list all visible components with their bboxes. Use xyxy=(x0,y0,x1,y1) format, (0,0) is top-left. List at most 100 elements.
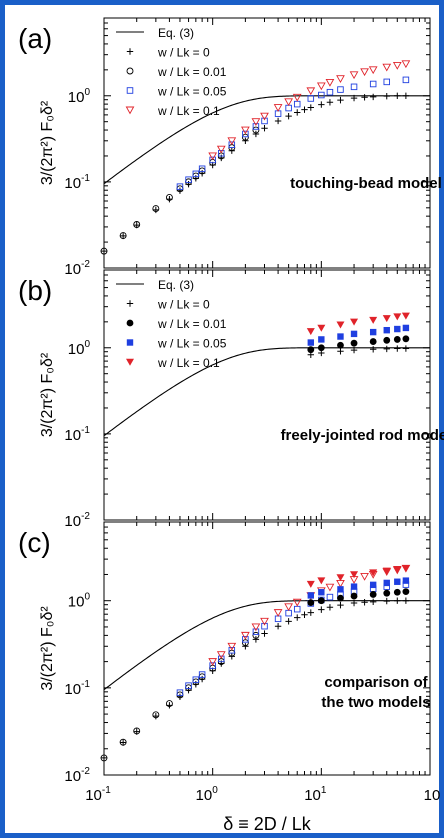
panel-1-series-1-point xyxy=(242,137,249,144)
panel-3-panel-label: (c) xyxy=(18,527,51,558)
panel-3-series-2-point xyxy=(152,711,160,719)
panel-3-series-1-point xyxy=(261,630,268,637)
panel-2-panel-label: (b) xyxy=(18,275,52,306)
panel-3-series-5-point xyxy=(383,589,391,597)
panel-3-axes-frame xyxy=(103,521,431,776)
panel-3-series-2-point xyxy=(100,754,108,762)
panel-1-series-2-point xyxy=(165,193,173,201)
panel-2-series-1-point xyxy=(383,345,390,353)
panel-1-legend-label: w / Lk = 0.1 xyxy=(157,104,220,118)
panel-1-series-2-point xyxy=(252,126,260,134)
panel-2-legend-marker xyxy=(126,339,134,346)
panel-2-series-1-point xyxy=(369,346,377,353)
panel-3-series-7-point xyxy=(401,565,410,573)
panel-3-series-1-point xyxy=(242,643,249,650)
panel-1-series-4-point xyxy=(325,78,335,87)
panel-3-series-4-point xyxy=(284,603,293,612)
panel-1-series-4-point xyxy=(349,71,359,80)
panel-2-series-3-point xyxy=(318,336,325,343)
panel-2-legend-label-eq3: Eq. (3) xyxy=(158,278,194,292)
panel-2-series-2-point xyxy=(383,336,391,344)
panel-3-series-3-point xyxy=(252,628,260,636)
panel-1-series-3-point xyxy=(350,83,358,91)
panel-3-series-4-point xyxy=(216,651,226,660)
panel-1-legend-marker xyxy=(126,67,134,75)
panel-3-series-4-point xyxy=(227,642,237,651)
panel-3-series-5-point xyxy=(317,597,325,605)
panel-1-series-1-point xyxy=(383,92,390,100)
panel-1-series-4-point xyxy=(292,93,302,102)
xtick-label: 10-1 xyxy=(85,785,111,804)
panel-3-series-7-point xyxy=(306,580,315,588)
panel-2-series-4-point xyxy=(350,318,359,326)
panel-3-series-1-point xyxy=(152,712,160,720)
panel-1-ytick-label: 10-1 xyxy=(64,173,90,192)
panel-1-series-4-point xyxy=(382,63,392,72)
panel-1-series-1-point xyxy=(152,206,160,214)
panel-2-series-4-point xyxy=(306,328,315,336)
panel-1-annotation: touching-bead model xyxy=(290,175,442,192)
panel-1-legend-label: w / Lk = 0.05 xyxy=(157,85,227,99)
xtick-label: 100 xyxy=(196,785,219,804)
panel-3-annotation: the two models xyxy=(321,694,430,711)
panel-1-series-1-point xyxy=(252,130,260,138)
panel-2-series-1-point xyxy=(350,346,358,354)
panel-1-panel-label: (a) xyxy=(18,23,52,54)
panel-2-legend-marker xyxy=(126,319,134,327)
panel-1-series-1-point xyxy=(318,101,325,108)
panel-1-series-4-point xyxy=(368,66,378,75)
panel-2-series-3-point xyxy=(307,339,315,346)
panel-3-series-1-point xyxy=(369,598,377,606)
panel-1-series-3-point xyxy=(307,95,315,102)
panel-2-series-2-point xyxy=(307,346,315,354)
panel-2-series-1-point xyxy=(394,345,401,352)
panel-3-ytick-label: 10-1 xyxy=(64,679,90,698)
panel-1-series-3-point xyxy=(383,78,391,86)
panel-3-series-2-point xyxy=(119,738,127,746)
panel-2-ytick-label: 10-1 xyxy=(64,425,90,444)
panel-1-series-2-point xyxy=(133,221,141,228)
panel-1-legend-marker xyxy=(126,87,134,94)
panel-2-legend-label: w / Lk = 0.01 xyxy=(157,317,227,331)
panel-2-series-4-point xyxy=(382,315,391,323)
panel-3-series-6-point xyxy=(337,586,344,593)
panel-3-series-6-point xyxy=(394,578,401,585)
panel-3-series-3-point xyxy=(185,682,192,689)
panel-3-series-3-point xyxy=(261,622,268,630)
panel-3-series-7-point xyxy=(350,571,359,579)
panel-1-series-3-point xyxy=(293,100,301,108)
panel-1-series-4-point xyxy=(336,75,345,83)
panel-1-series-4-point xyxy=(316,82,326,91)
panel-3-series-5-point xyxy=(369,591,377,598)
panel-3-series-1-point xyxy=(119,739,127,746)
panel-3-series-6-point xyxy=(369,581,377,589)
panel-2-series-2-point xyxy=(337,341,344,349)
panel-3-series-3-point xyxy=(198,671,206,678)
panel-3-series-5-point xyxy=(402,588,410,596)
panel-2-series-2-point xyxy=(317,344,325,352)
panel-3-series-1-point xyxy=(274,622,282,630)
panel-3-series-3-point xyxy=(218,655,225,663)
panel-1-series-4-point xyxy=(241,126,250,135)
panel-2-series-3-point xyxy=(337,333,344,340)
panel-1-series-1-point xyxy=(301,106,308,113)
panel-1-series-3-point xyxy=(192,170,200,178)
panel-2-ytick-label: 100 xyxy=(68,339,91,358)
panel-3-series-6-point xyxy=(383,579,390,587)
panel-3-series-5-point xyxy=(307,599,315,607)
panel-1-series-1-point xyxy=(337,96,344,104)
panel-1-series-3-point xyxy=(228,141,236,148)
panel-1-series-3-point xyxy=(318,91,325,99)
panel-3-annotation: comparison of xyxy=(324,674,428,691)
panel-2-curve-eq3 xyxy=(103,347,430,437)
panel-2-series-2-point xyxy=(369,338,377,345)
panel-1-series-2-point xyxy=(152,205,160,213)
panel-1-curve-eq3 xyxy=(103,95,430,185)
panel-3-ylabel: 3/(2π²) F₀δ² xyxy=(39,606,56,691)
panel-3-series-3-point xyxy=(209,662,216,669)
panel-3-series-1-point xyxy=(394,597,401,604)
panel-3-series-5-point xyxy=(337,594,344,602)
panel-3-series-1-point xyxy=(252,636,260,643)
panel-3-series-7-point xyxy=(393,565,402,573)
panel-3-series-1-point xyxy=(307,609,315,616)
